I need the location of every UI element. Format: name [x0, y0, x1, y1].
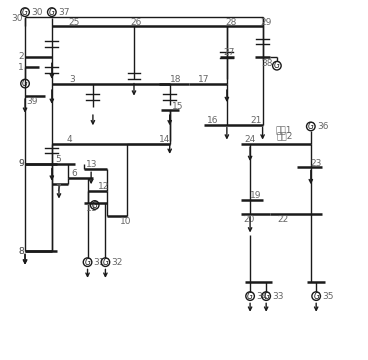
- Text: 22: 22: [277, 215, 288, 224]
- Text: 21: 21: [250, 116, 261, 125]
- Text: 37: 37: [58, 8, 70, 17]
- Text: 14: 14: [159, 135, 170, 144]
- Text: G: G: [263, 292, 269, 301]
- Text: 20: 20: [243, 215, 254, 224]
- Text: G: G: [247, 292, 253, 301]
- Text: 区域2: 区域2: [277, 131, 293, 140]
- Text: 27: 27: [223, 48, 235, 57]
- Text: 19: 19: [250, 191, 262, 200]
- Text: 32: 32: [112, 258, 123, 267]
- Text: 13: 13: [86, 161, 97, 170]
- Text: 18: 18: [170, 75, 181, 84]
- Text: 6: 6: [71, 170, 77, 179]
- Text: 8: 8: [18, 247, 24, 256]
- Text: G: G: [313, 292, 319, 301]
- Text: 11: 11: [86, 204, 97, 213]
- Text: 29: 29: [261, 18, 272, 27]
- Text: 36: 36: [317, 122, 328, 131]
- Text: G: G: [308, 122, 314, 131]
- Text: 15: 15: [171, 102, 183, 111]
- Text: 9: 9: [18, 159, 24, 168]
- Text: G: G: [92, 201, 98, 210]
- Text: G: G: [102, 258, 108, 267]
- Text: 34: 34: [256, 292, 268, 301]
- Text: 39: 39: [26, 97, 38, 106]
- Text: G: G: [22, 79, 28, 88]
- Text: 16: 16: [207, 116, 219, 125]
- Text: G: G: [22, 8, 28, 17]
- Text: 1: 1: [18, 63, 24, 72]
- Text: G: G: [274, 61, 280, 70]
- Text: 7: 7: [56, 184, 61, 193]
- Text: 28: 28: [225, 18, 237, 27]
- Text: 12: 12: [98, 182, 110, 191]
- Text: 区域1: 区域1: [275, 126, 291, 135]
- Text: 30: 30: [31, 8, 43, 17]
- Text: 5: 5: [56, 155, 61, 164]
- Text: 9: 9: [18, 159, 24, 168]
- Text: 33: 33: [272, 292, 284, 301]
- Text: 24: 24: [245, 135, 256, 144]
- Text: 17: 17: [198, 75, 210, 84]
- Text: 35: 35: [322, 292, 334, 301]
- Text: 10: 10: [120, 217, 131, 226]
- Text: 26: 26: [130, 18, 142, 27]
- Text: 8: 8: [18, 247, 24, 256]
- Text: 4: 4: [66, 135, 72, 144]
- Text: 38: 38: [261, 59, 272, 68]
- Text: G: G: [49, 8, 55, 17]
- Text: G: G: [85, 258, 91, 267]
- Text: 23: 23: [311, 159, 322, 168]
- Text: 31: 31: [93, 258, 105, 267]
- Text: 2: 2: [18, 52, 24, 61]
- Text: 30: 30: [12, 14, 23, 23]
- Text: 25: 25: [69, 18, 80, 27]
- Text: 3: 3: [69, 75, 75, 84]
